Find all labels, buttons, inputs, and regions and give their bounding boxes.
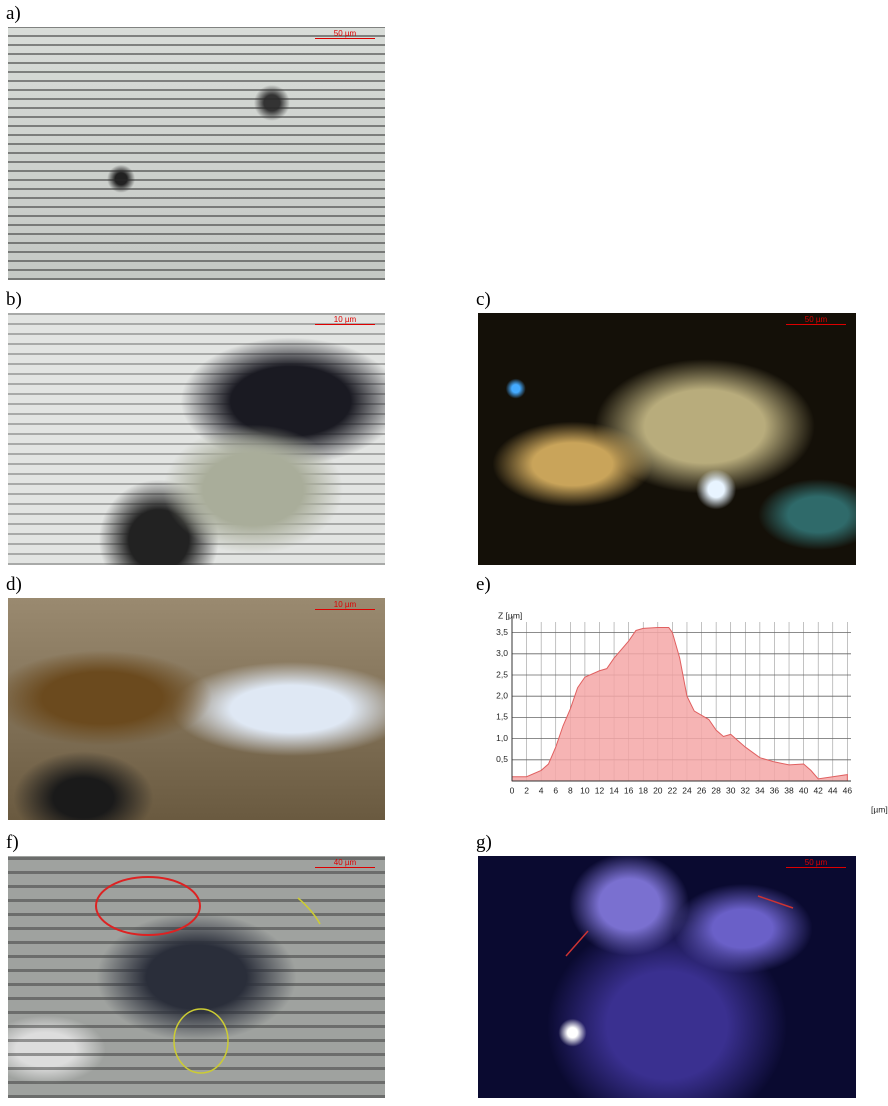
micrograph: 50 µm [478,313,856,565]
x-tick-label: 6 [553,785,558,795]
x-tick-label: 0 [510,785,515,795]
annotations [478,856,856,1098]
x-tick-label: 16 [624,785,634,795]
y-tick-label: 1,0 [496,733,508,743]
micrograph: 10 µm [8,598,385,820]
scale-bar: 10 µm [315,600,375,610]
x-tick-label: 30 [726,785,736,795]
micrograph: 50 µm [8,27,385,280]
x-tick-label: 40 [799,785,809,795]
x-tick-label: 14 [609,785,619,795]
panel-label: g) [476,832,492,854]
panel-label: e) [476,574,491,596]
x-tick-label: 32 [741,785,751,795]
panel-label: c) [476,289,491,311]
x-tick-label: 38 [784,785,794,795]
x-tick-label: 22 [668,785,678,795]
y-tick-label: 3,0 [496,648,508,658]
x-tick-label: 44 [828,785,838,795]
scale-bar: 10 µm [315,315,375,325]
x-tick-label: 18 [638,785,648,795]
y-axis-label: Z [µm] [498,610,522,620]
x-tick-label: 34 [755,785,765,795]
arrow [566,931,588,956]
y-tick-label: 3,5 [496,627,508,637]
x-tick-label: 24 [682,785,692,795]
x-tick-label: 36 [770,785,780,795]
x-tick-label: 28 [711,785,721,795]
panel-label: b) [6,289,22,311]
y-tick-label: 2,0 [496,690,508,700]
x-tick-label: 20 [653,785,663,795]
arrow [758,896,793,908]
micrograph: 40 µm [8,856,385,1098]
x-tick-label: 8 [568,785,573,795]
red-ellipse [96,877,200,935]
x-axis-label: [µm] [871,804,888,814]
y-tick-label: 1,5 [496,712,508,722]
x-tick-label: 26 [697,785,707,795]
scale-bar: 50 µm [315,29,375,39]
yellow-ellipse [174,1009,228,1073]
y-tick-label: 0,5 [496,754,508,764]
x-tick-label: 4 [539,785,544,795]
micrograph: 50 µm [478,856,856,1098]
x-tick-label: 46 [843,785,853,795]
x-tick-label: 12 [595,785,605,795]
scale-bar: 50 µm [786,315,846,325]
x-tick-label: 42 [813,785,823,795]
profile-area [512,628,847,781]
panel-label: f) [6,832,19,854]
figure: a) 50 µm b) 10 µm c) 50 µm d) 10 µm e) 0… [0,0,888,1106]
annotations [8,856,385,1098]
yellow-mark [298,898,320,924]
y-tick-label: 2,5 [496,669,508,679]
x-tick-label: 2 [524,785,529,795]
panel-label: a) [6,3,21,25]
panel-label: d) [6,574,22,596]
x-tick-label: 10 [580,785,590,795]
micrograph: 10 µm [8,313,385,565]
